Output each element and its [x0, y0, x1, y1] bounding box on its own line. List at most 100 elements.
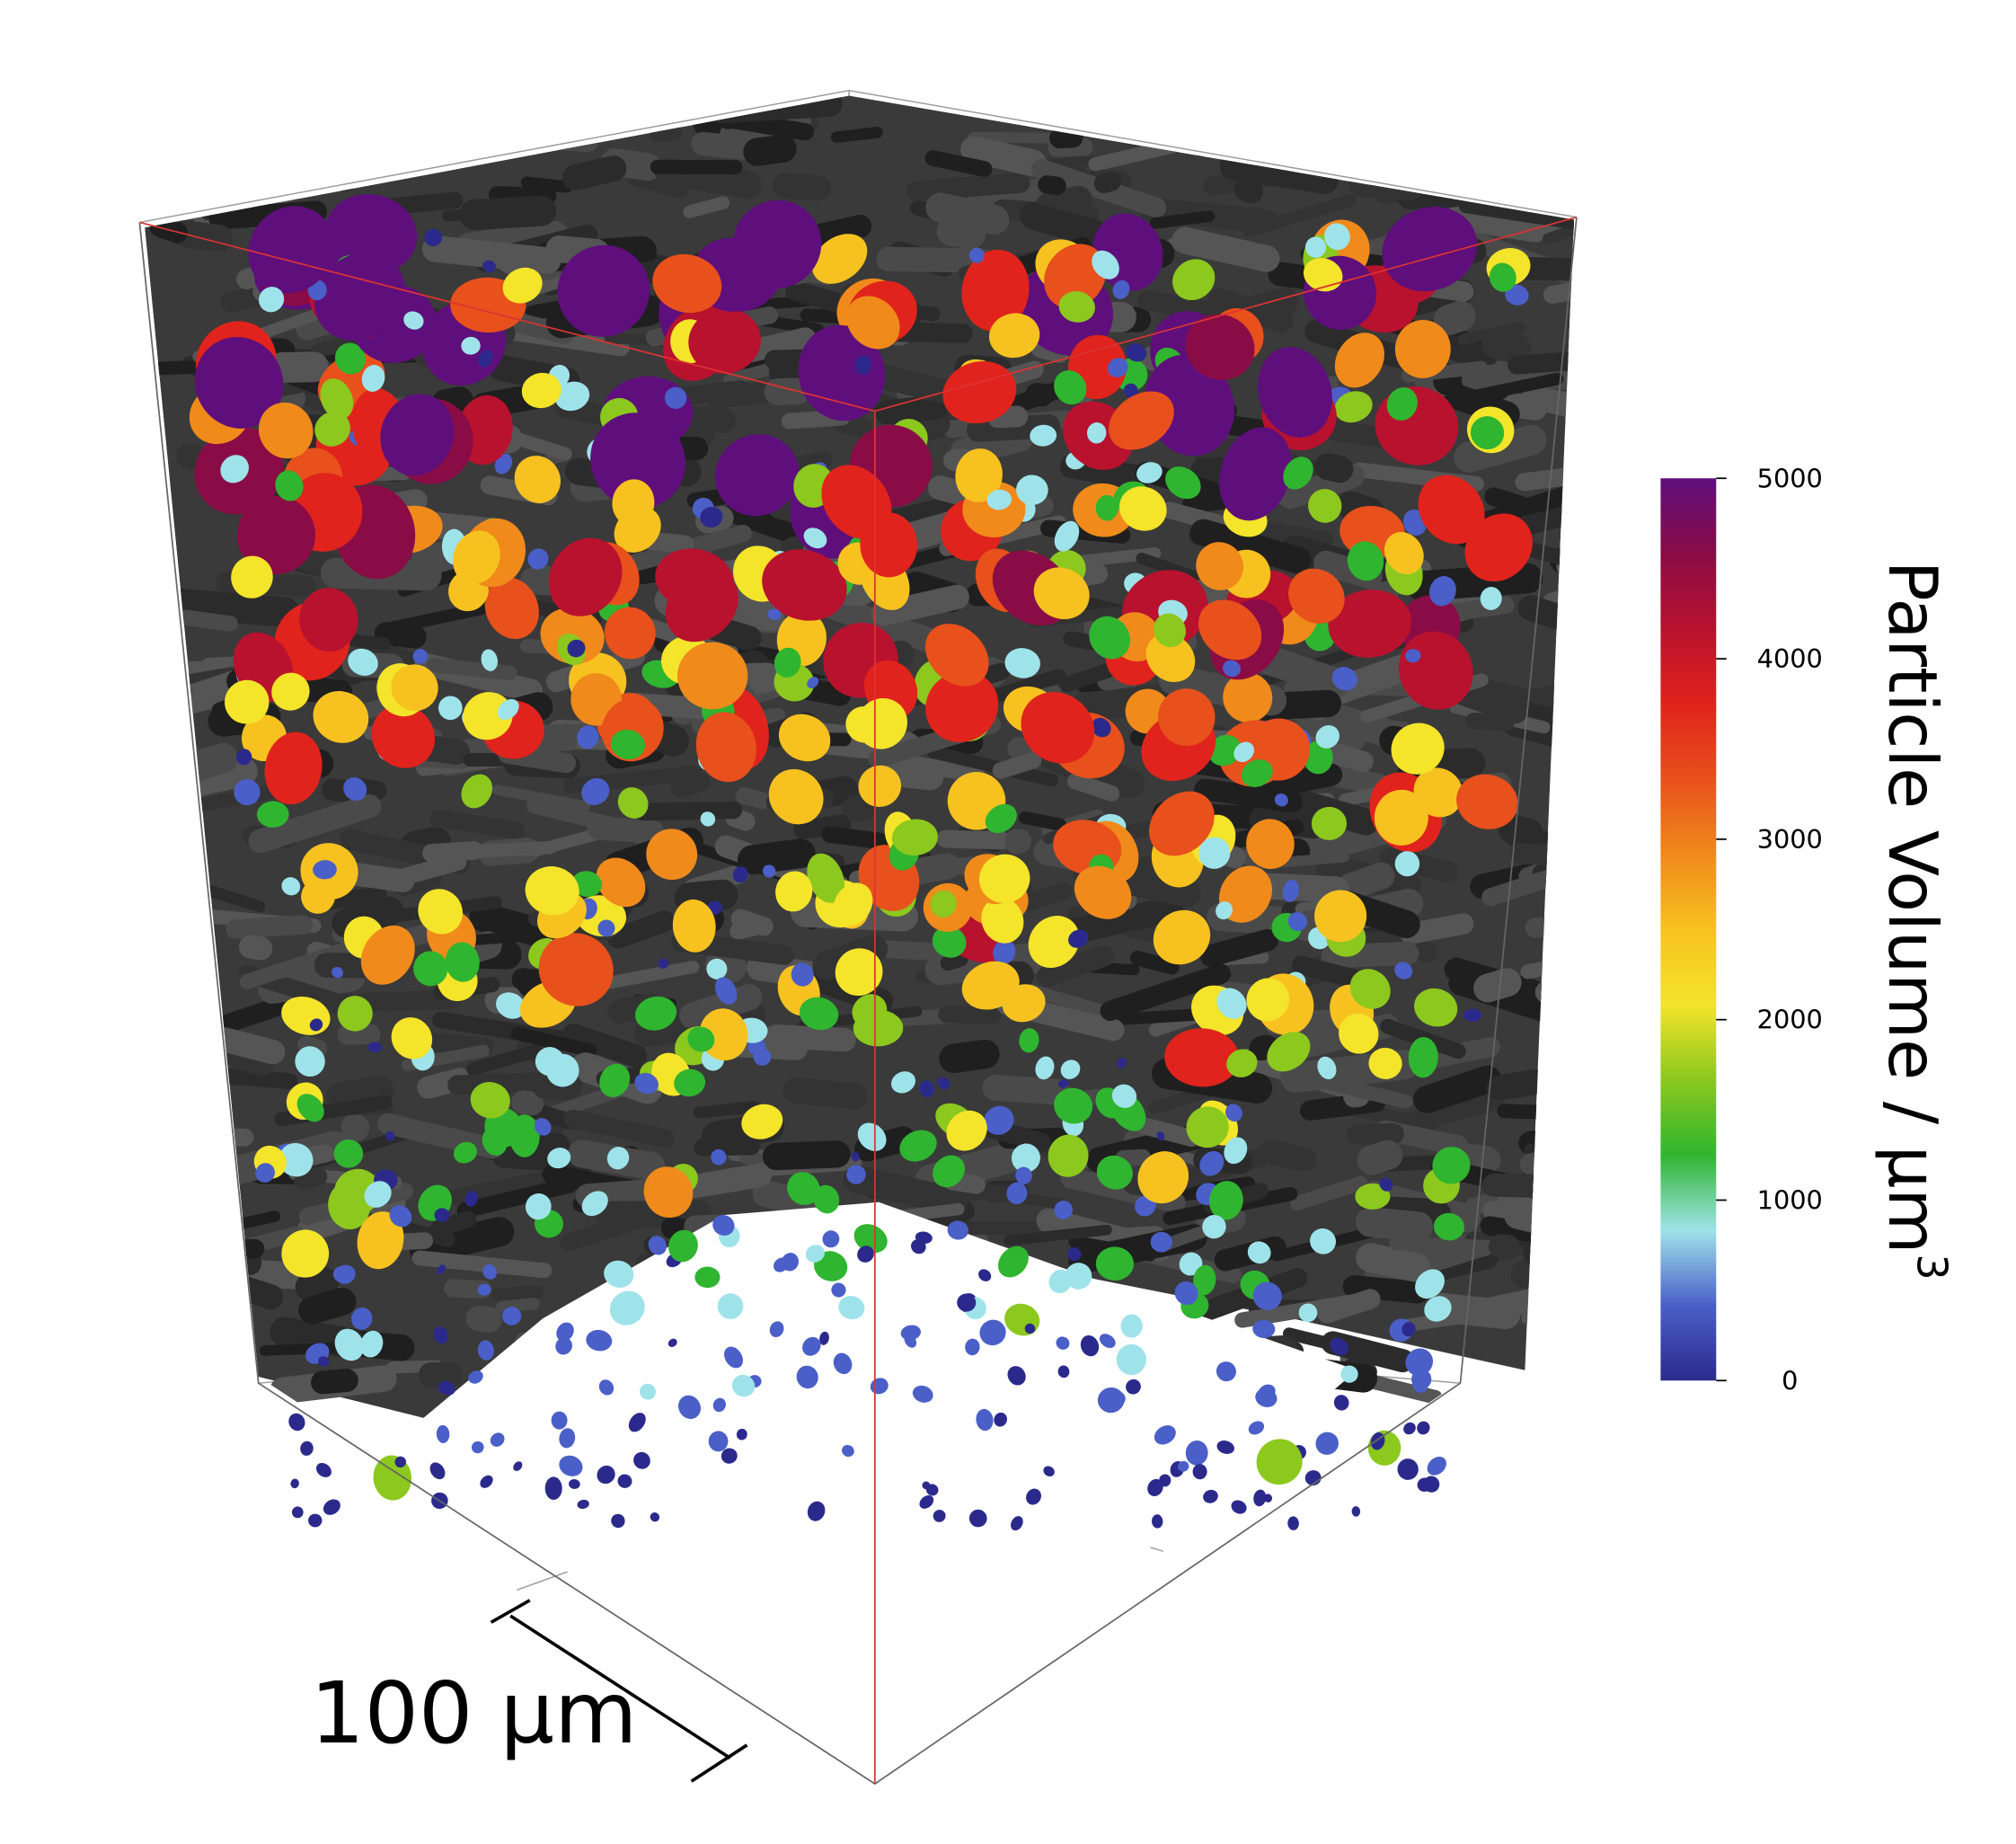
- particle: [581, 777, 610, 805]
- fiber: [730, 909, 774, 936]
- particle: [1391, 723, 1445, 775]
- scale-bar-label: 100 µm: [310, 1664, 637, 1763]
- colorbar-tick-label: 5000: [1757, 463, 1823, 493]
- particle: [1424, 1296, 1452, 1322]
- particle: [343, 776, 367, 802]
- particle: [567, 639, 586, 658]
- particle: [333, 1139, 364, 1168]
- fiber: [1311, 113, 1437, 152]
- particle: [925, 670, 999, 743]
- particle: [557, 244, 650, 337]
- fiber: [1510, 843, 1575, 866]
- fiber: [1405, 142, 1438, 161]
- particle: [1216, 1441, 1234, 1454]
- particle: [1067, 1247, 1082, 1262]
- fiber: [248, 793, 382, 854]
- colorbar-tick-label: 1000: [1757, 1185, 1823, 1216]
- particle: [1414, 988, 1458, 1027]
- fiber: [491, 1285, 544, 1301]
- particle: [819, 1331, 829, 1345]
- particle: [571, 871, 603, 898]
- particle: [1246, 978, 1289, 1022]
- particle: [538, 933, 614, 1006]
- fiber: [1565, 163, 1575, 194]
- fiber: [680, 1163, 772, 1199]
- particles: [189, 193, 1533, 1531]
- particle: [1308, 489, 1342, 523]
- particle: [1145, 633, 1196, 683]
- particle: [968, 247, 985, 263]
- particle: [1136, 462, 1163, 483]
- particle: [1030, 424, 1057, 447]
- particle: [482, 1126, 508, 1157]
- particle: [1418, 474, 1485, 545]
- fiber: [1433, 300, 1476, 336]
- particle: [220, 455, 249, 483]
- particle: [1223, 672, 1273, 723]
- particle: [650, 1512, 660, 1522]
- particle: [833, 1352, 853, 1375]
- particle: [351, 1307, 373, 1330]
- particle: [658, 958, 669, 969]
- particle: [778, 714, 831, 762]
- particle: [490, 1432, 505, 1447]
- particle: [811, 234, 868, 284]
- particle: [364, 1181, 392, 1208]
- particle: [1086, 422, 1107, 444]
- particle: [955, 448, 1003, 502]
- particle: [993, 939, 1016, 965]
- fiber: [296, 136, 393, 174]
- particle: [947, 1220, 968, 1240]
- fiber: [1145, 102, 1229, 140]
- particle: [640, 1383, 656, 1400]
- particle: [1428, 576, 1456, 607]
- particle: [300, 1441, 314, 1456]
- particle: [774, 647, 801, 678]
- particle: [477, 1340, 494, 1361]
- fiber: [1356, 1243, 1431, 1282]
- particle: [371, 705, 436, 768]
- particle: [855, 355, 871, 375]
- fiber: [925, 192, 1010, 235]
- particle: [611, 1513, 625, 1529]
- fiber: [1258, 1139, 1317, 1172]
- particle: [965, 1338, 980, 1356]
- particle: [271, 672, 310, 711]
- fiber: [340, 1113, 370, 1142]
- particle: [1225, 1104, 1242, 1122]
- particle: [1147, 1478, 1163, 1496]
- fiber: [1357, 1139, 1403, 1175]
- particle: [429, 1462, 446, 1480]
- particle: [290, 1478, 299, 1489]
- particle: [1274, 793, 1288, 807]
- particle: [380, 394, 455, 476]
- fiber: [561, 155, 627, 191]
- particle: [672, 899, 716, 953]
- particle: [484, 577, 539, 640]
- particle: [544, 1476, 562, 1501]
- fiber: [1484, 487, 1530, 515]
- particle: [891, 819, 938, 856]
- particle: [332, 967, 344, 979]
- fiber: [466, 1044, 543, 1076]
- particle: [1185, 1441, 1208, 1466]
- particle: [1198, 599, 1262, 660]
- particle: [1413, 767, 1463, 818]
- particle: [1394, 320, 1451, 378]
- fiber: [298, 1287, 357, 1325]
- fiber: [1100, 963, 1232, 1022]
- particle: [1315, 1432, 1339, 1455]
- particle: [831, 1282, 846, 1298]
- particle: [604, 607, 656, 660]
- particle: [508, 1114, 540, 1157]
- particle: [480, 1475, 493, 1488]
- fiber: [1519, 1123, 1575, 1175]
- particle: [1368, 1047, 1402, 1079]
- fiber: [201, 113, 257, 137]
- particle: [1095, 494, 1119, 521]
- particle: [1198, 837, 1231, 869]
- particle: [501, 1307, 522, 1325]
- particle: [255, 1163, 275, 1183]
- particle: [791, 962, 814, 987]
- fiber: [1093, 172, 1121, 193]
